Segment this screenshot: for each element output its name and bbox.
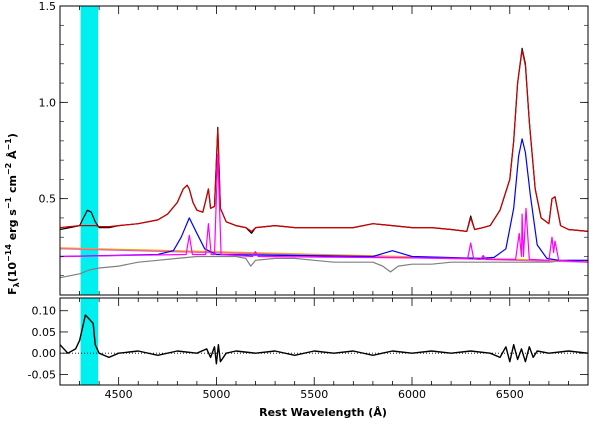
y-tick-label: 1.0 (39, 96, 57, 109)
y-tick-label: 0.05 (32, 326, 57, 339)
flux-units-open: (10 (6, 262, 19, 283)
flux-units-exp-1: −14 (4, 244, 13, 262)
top-highlight-band (80, 6, 99, 295)
flux-units-exp-2: −1 (4, 196, 13, 209)
series-line-1 (59, 49, 589, 232)
x-tick-label: 5000 (202, 388, 230, 401)
top-panel-series (59, 47, 589, 279)
residual-panel-ticks: 4500 5000 5500 6000 6500 -0.05 0.00 0.05 0.10 (28, 298, 589, 401)
x-tick-label: 5500 (300, 388, 328, 401)
flux-units-exp-3: −2 (4, 163, 13, 175)
x-axis-label: Rest Wavelength (Å) (259, 406, 387, 419)
flux-units-angstrom: Å (6, 150, 19, 163)
series-line-6 (59, 153, 589, 263)
flux-subscript: λ (12, 282, 21, 287)
y-tick-label: 0.00 (32, 347, 57, 360)
y-tick-label: 1.5 (39, 0, 57, 13)
series-line-0 (59, 314, 589, 365)
highlight-band (80, 6, 99, 295)
flux-units-cm: cm (6, 175, 19, 197)
y-tick-label: -0.05 (28, 368, 56, 381)
flux-units-exp-4: −1 (4, 138, 13, 151)
series-line-0 (59, 47, 589, 234)
x-tick-label: 6000 (398, 388, 426, 401)
y-tick-label: 0.5 (39, 193, 57, 206)
flux-units-close: ) (6, 133, 19, 138)
x-tick-label: 6500 (496, 388, 524, 401)
x-tick-label: 4500 (105, 388, 133, 401)
residual-panel-frame (59, 297, 589, 386)
flux-units-erg-s: erg s (6, 209, 19, 244)
top-y-axis-label: Fλ(10−14 erg s−1 cm−2 Å−1) (4, 133, 21, 295)
residual-panel-series (59, 314, 589, 365)
series-line-2 (59, 255, 588, 279)
series-line-5 (59, 138, 588, 261)
flux-symbol: F (6, 287, 19, 295)
y-tick-label: 0.10 (32, 305, 57, 318)
top-panel-frame (59, 5, 589, 296)
top-panel-ticks: 0.5 1.0 1.5 (39, 0, 589, 295)
